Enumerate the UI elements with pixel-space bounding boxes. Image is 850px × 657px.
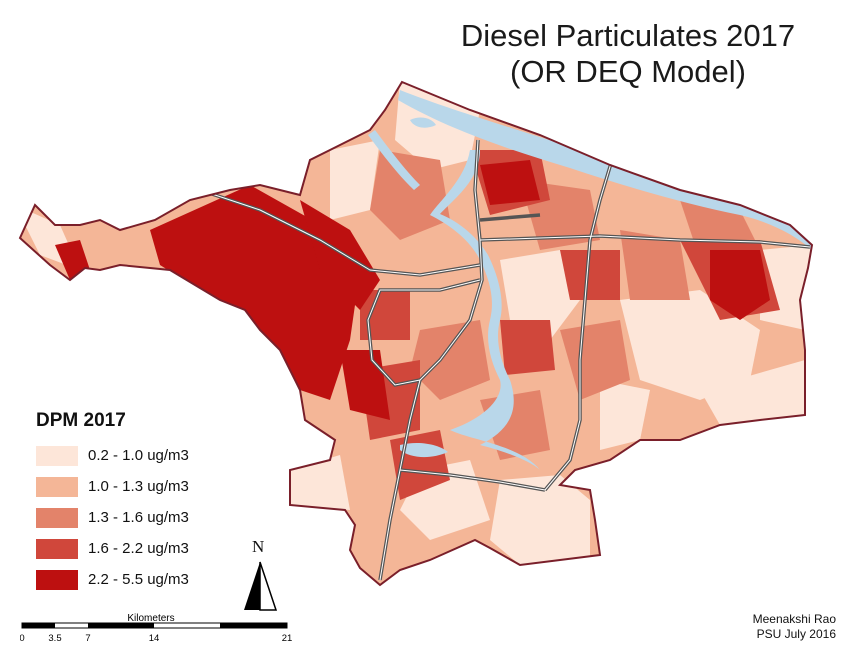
legend-label: 0.2 - 1.0 ug/m3 xyxy=(88,447,189,464)
scale-units: Kilometers xyxy=(127,613,174,624)
north-letter: N xyxy=(252,537,265,556)
legend-item: 1.3 - 1.6 ug/m3 xyxy=(28,502,248,533)
polygon-class-5 xyxy=(55,160,770,420)
credit-org-date: PSU July 2016 xyxy=(756,627,836,641)
scale-tick-label: 7 xyxy=(85,633,90,644)
north-arrow-icon xyxy=(244,561,278,611)
polygon-class-3 xyxy=(370,150,760,460)
map-title: Diesel Particulates 2017 (OR DEQ Model) xyxy=(418,18,838,90)
credit-author: Meenakshi Rao xyxy=(752,612,836,626)
water-features xyxy=(368,90,812,470)
highway-casing xyxy=(199,139,811,581)
scale-tick-label: 3.5 xyxy=(48,633,61,644)
legend-label: 1.3 - 1.6 ug/m3 xyxy=(88,509,189,526)
legend-swatch xyxy=(36,507,78,528)
scale-tick-label: 0 xyxy=(20,633,25,644)
multnomah-channel xyxy=(368,130,420,190)
legend-label: 2.2 - 5.5 ug/m3 xyxy=(88,571,189,588)
legend-swatch xyxy=(36,569,78,590)
scale-tick-label: 14 xyxy=(149,633,160,644)
legend-swatch xyxy=(36,476,78,497)
legend-swatch xyxy=(36,538,78,559)
map-title-line1: Diesel Particulates 2017 xyxy=(460,18,796,53)
credit: Meenakshi Rao PSU July 2016 xyxy=(753,612,836,642)
legend-label: 1.0 - 1.3 ug/m3 xyxy=(88,478,189,495)
legend-item: 2.2 - 5.5 ug/m3 xyxy=(28,564,248,595)
legend-title: DPM 2017 xyxy=(36,410,126,431)
willamette-river xyxy=(430,150,540,470)
scale-bar: Kilometers 0 3.5 7 14 21 xyxy=(20,613,293,644)
lake-2 xyxy=(410,117,436,128)
legend-item: 1.0 - 1.3 ug/m3 xyxy=(28,471,248,502)
legend-item: 1.6 - 2.2 ug/m3 xyxy=(28,533,248,564)
legend-item: 0.2 - 1.0 ug/m3 xyxy=(28,440,248,471)
map-title-line2: (OR DEQ Model) xyxy=(510,54,746,89)
highway-i84-east xyxy=(479,213,541,222)
scale-tick-label: 21 xyxy=(282,633,293,644)
legend-label: 1.6 - 2.2 ug/m3 xyxy=(88,540,189,557)
lake xyxy=(400,442,448,458)
columbia-river xyxy=(398,90,812,250)
legend-swatch xyxy=(36,445,78,466)
legend: DPM 2017 0.2 - 1.0 ug/m3 1.0 - 1.3 ug/m3… xyxy=(28,410,248,595)
